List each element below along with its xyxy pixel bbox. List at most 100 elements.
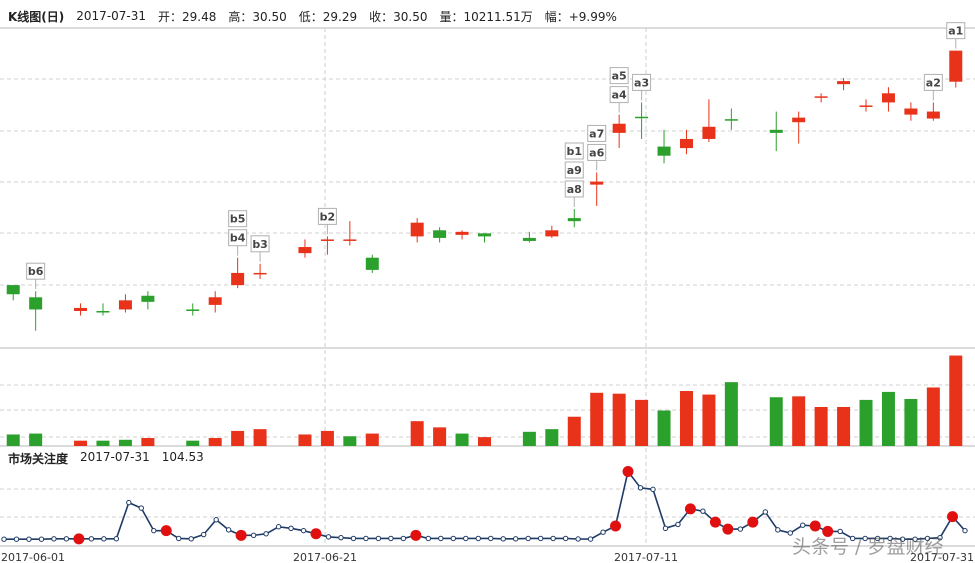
volume-bar — [926, 387, 940, 446]
volume-bar — [949, 355, 963, 446]
chart-header: K线图(日) 2017-07-31 开：29.48 高：30.50 低：29.2… — [8, 6, 617, 26]
indicator-point — [250, 532, 257, 539]
annotation-label: a6 — [589, 146, 604, 159]
candle-body — [881, 93, 895, 103]
header-high: 高：30.50 — [228, 9, 287, 24]
indicator-point — [113, 536, 120, 542]
indicator-point — [438, 535, 444, 542]
indicator-line — [4, 469, 966, 540]
indicator-point — [188, 536, 194, 542]
indicator-point — [887, 535, 893, 542]
indicator-point — [325, 534, 332, 540]
volume-bar — [837, 406, 851, 446]
annotation-label: b3 — [252, 238, 268, 251]
indicator-date: 2017-07-31 — [80, 450, 150, 464]
indicator-point — [899, 536, 906, 542]
candle-body — [433, 230, 447, 238]
annotation-label: b1 — [567, 145, 583, 158]
candle-body — [859, 105, 873, 107]
indicator-point — [562, 535, 569, 542]
header-close: 收：30.50 — [369, 9, 428, 24]
indicator-header: 市场关注度 2017-07-31 104.53 — [8, 450, 204, 467]
indicator-point — [363, 535, 369, 542]
volume-bar — [320, 430, 334, 446]
volume-bar — [724, 382, 738, 446]
x-axis-tick-label: 2017-06-01 — [1, 551, 65, 563]
candle-body — [522, 237, 536, 241]
header-low: 低：29.29 — [298, 9, 358, 24]
indicator-point — [51, 536, 57, 542]
candle-body — [410, 222, 424, 237]
annotation-label: a7 — [589, 127, 604, 140]
annotation-label: b2 — [320, 210, 336, 223]
annotation-label: b4 — [230, 232, 246, 245]
indicator-point — [525, 535, 531, 542]
indicator-point — [176, 535, 182, 542]
indicator-point — [1, 536, 7, 542]
indicator-point — [762, 509, 769, 515]
volume-bar — [365, 433, 379, 446]
indicator-point — [675, 521, 681, 528]
indicator-point — [787, 530, 793, 536]
watermark: 头条号 / 罗盘财经 — [792, 536, 944, 558]
indicator-highlight-dot — [410, 529, 422, 541]
indicator-point — [400, 535, 407, 542]
volume-bar — [96, 440, 110, 446]
header-open: 开：29.48 — [158, 9, 217, 24]
volume-bar — [298, 434, 312, 446]
volume-bar — [904, 399, 918, 446]
volume-bar — [455, 433, 469, 446]
indicator-point — [26, 536, 32, 542]
volume-bar — [118, 439, 132, 446]
candle-body — [231, 272, 245, 286]
candle-body — [567, 218, 581, 222]
indicator-point — [849, 535, 856, 542]
indicator-point — [151, 527, 157, 534]
volume-bar — [679, 391, 693, 446]
indicator-point — [662, 525, 669, 532]
volume-bar — [612, 393, 626, 446]
x-axis-tick-label: 2017-07-31 — [910, 551, 974, 563]
indicator-point — [375, 535, 382, 542]
indicator-point — [874, 535, 881, 542]
indicator-point — [88, 536, 95, 542]
indicator-point — [912, 536, 918, 542]
volume-bar — [231, 430, 245, 446]
candle-body — [612, 123, 626, 133]
candle-body — [96, 310, 110, 313]
annotation-label: b5 — [230, 213, 246, 226]
indicator-point — [275, 524, 282, 530]
candle-body — [74, 307, 88, 311]
indicator-highlight-dot — [947, 511, 959, 523]
volume-bar — [74, 440, 88, 446]
volume-bar — [859, 399, 873, 446]
indicator-point — [126, 499, 132, 506]
indicator-point — [450, 535, 456, 542]
indicator-point — [388, 535, 394, 542]
indicator-point — [425, 535, 432, 542]
header-volume: 量：10211.51万 — [439, 9, 533, 24]
volume-bar — [6, 434, 20, 446]
candle-body — [657, 146, 671, 156]
candle-body — [949, 50, 963, 82]
candle-body — [6, 285, 20, 295]
candle-body — [118, 300, 132, 310]
annotation-box — [228, 210, 248, 228]
candle-body — [320, 239, 334, 241]
indicator-value: 104.53 — [161, 450, 204, 464]
indicator-point — [937, 534, 943, 541]
indicator-point — [350, 535, 357, 542]
x-axis-tick-label: 2017-07-11 — [614, 551, 678, 563]
header-date: 2017-07-31 — [76, 9, 147, 23]
annotation-label: a2 — [926, 76, 941, 89]
indicator-point — [513, 536, 519, 542]
x-axis-tick-label: 2017-06-21 — [293, 551, 357, 563]
volume-bar — [657, 410, 671, 446]
volume-bar — [590, 392, 604, 446]
indicator-highlight-dot — [610, 520, 622, 532]
indicator-point — [338, 534, 344, 541]
indicator-highlight-dot — [722, 523, 734, 535]
annotation-box — [564, 161, 584, 179]
candle-body — [814, 96, 828, 98]
